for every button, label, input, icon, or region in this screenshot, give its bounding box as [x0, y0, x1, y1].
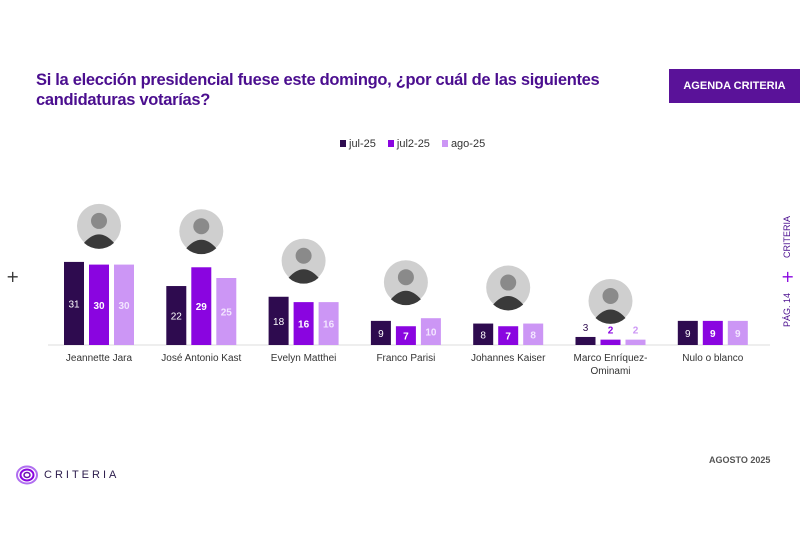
page-number: PÁG. 14 — [782, 292, 792, 328]
bar — [395, 326, 416, 345]
category-label: Jeannette Jara — [66, 353, 133, 364]
data-label: 9 — [378, 329, 384, 340]
bar — [523, 323, 544, 345]
data-label: 16 — [298, 320, 310, 331]
bar — [114, 264, 134, 345]
data-label: 9 — [735, 329, 741, 340]
bar — [64, 261, 84, 345]
chart-title: Si la elección presidencial fuese este d… — [36, 71, 600, 109]
candidate-photo-body — [288, 269, 319, 284]
legend-label: ago-25 — [450, 138, 486, 150]
data-label: 2 — [608, 326, 614, 337]
plus-icon-left: + — [6, 267, 20, 286]
candidate-photo-head — [193, 218, 210, 235]
legend-label: jul2-25 — [396, 138, 430, 150]
data-label: 16 — [323, 320, 335, 331]
category-label: Marco Enríquez- — [574, 353, 648, 364]
candidate-photo-body — [390, 290, 421, 306]
data-label: 31 — [68, 299, 80, 310]
data-label: 8 — [480, 330, 486, 341]
data-label: 18 — [273, 317, 285, 328]
data-label: 8 — [530, 330, 536, 341]
category-label: Ominami — [590, 366, 630, 377]
bar — [625, 339, 646, 345]
data-label: 10 — [425, 328, 437, 339]
bar — [89, 264, 109, 345]
logo-text: CRITERIA — [44, 469, 120, 481]
bar — [473, 323, 494, 345]
criteria-logo: CRITERIA — [16, 465, 119, 485]
legend-label: jul-25 — [349, 138, 376, 150]
candidate-photo-head — [602, 287, 619, 304]
data-label: 22 — [171, 312, 183, 323]
bar — [702, 320, 723, 345]
data-label: 7 — [505, 332, 511, 343]
bar — [600, 339, 621, 345]
bar — [216, 278, 237, 345]
legend-item-jul2-25: jul2-25 — [387, 138, 430, 150]
data-label: 30 — [93, 301, 105, 312]
candidate-photo-body — [595, 309, 626, 324]
data-label: 3 — [583, 323, 589, 334]
bar — [166, 286, 187, 345]
category-label: Nulo o blanco — [682, 353, 744, 364]
candidate-photo-body — [186, 239, 217, 255]
data-label: 30 — [118, 301, 130, 312]
logo-rings-icon — [16, 465, 38, 485]
candidate-photo-head — [295, 247, 312, 264]
data-label: 9 — [685, 329, 691, 340]
bar — [370, 320, 391, 345]
data-label: 29 — [196, 302, 208, 313]
bar — [498, 326, 519, 345]
data-label: 9 — [710, 329, 716, 340]
bar — [677, 320, 698, 345]
category-label: José Antonio Kast — [161, 353, 241, 364]
bar — [191, 267, 212, 345]
data-label: 7 — [403, 332, 409, 343]
legend-item-ago-25: ago-25 — [441, 138, 486, 150]
agenda-criteria-badge: AGENDA CRITERIA — [669, 69, 800, 103]
bar — [727, 320, 748, 345]
bar — [293, 302, 314, 345]
plus-icon-right: + — [781, 267, 795, 286]
category-label: Johannes Kaiser — [471, 353, 546, 364]
bar — [268, 296, 289, 345]
bar — [318, 302, 339, 345]
candidate-photo-head — [91, 212, 107, 229]
candidate-photo-body — [493, 296, 524, 311]
candidate-photo-body — [84, 234, 114, 249]
legend-item-jul-25: jul-25 — [340, 138, 376, 150]
candidate-photo-head — [397, 269, 414, 286]
bar — [420, 318, 441, 345]
category-label: Franco Parisi — [376, 353, 435, 364]
category-label: Evelyn Matthei — [271, 353, 337, 364]
candidate-photo-head — [500, 274, 517, 291]
data-label: 2 — [633, 326, 639, 337]
side-brand: CRITERIA — [782, 216, 792, 259]
report-date: AGOSTO 2025 — [709, 455, 771, 465]
legend: jul-25 jul2-25 ago-25 — [340, 138, 485, 150]
data-label: 25 — [221, 308, 233, 319]
bar — [575, 336, 596, 345]
